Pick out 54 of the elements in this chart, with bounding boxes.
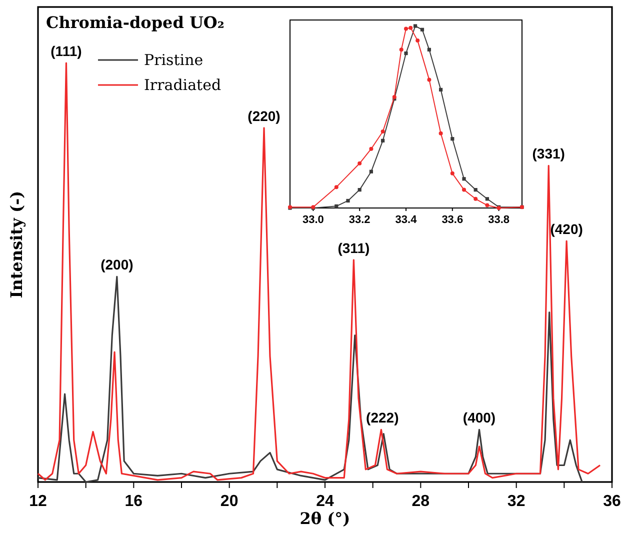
x-tick-label: 33.0 — [302, 214, 324, 226]
annotation: (400) — [462, 410, 496, 426]
annotation: (222) — [366, 410, 399, 426]
point — [369, 170, 373, 174]
chart-title: Chromia-doped UO₂ — [46, 13, 224, 32]
legend-label: Pristine — [144, 51, 204, 69]
point — [358, 161, 362, 166]
annotation: (220) — [248, 108, 280, 124]
annotation: (420) — [550, 221, 583, 238]
point — [334, 185, 338, 190]
point — [485, 203, 490, 208]
point — [439, 88, 443, 92]
x-axis-title: 2θ (°) — [300, 509, 350, 528]
x-tick-label: 33.2 — [348, 214, 370, 226]
point — [408, 26, 413, 30]
point — [334, 204, 338, 208]
x-tick-label: 24 — [316, 493, 334, 510]
point — [380, 130, 385, 134]
point — [399, 48, 404, 52]
x-tick-label: 33.6 — [442, 214, 464, 226]
point — [474, 196, 478, 201]
point — [427, 78, 432, 82]
point — [474, 188, 478, 192]
point — [462, 188, 466, 192]
y-axis-title: Intensity (-) — [7, 190, 26, 298]
x-tick-label: 28 — [412, 493, 430, 510]
x-tick-label: 12 — [29, 493, 47, 510]
x-tick-label: 33.8 — [488, 214, 510, 226]
point — [369, 146, 374, 151]
point — [392, 94, 396, 99]
point — [413, 24, 418, 28]
annotation: (331) — [532, 146, 565, 162]
point — [450, 137, 454, 141]
annotation: (311) — [338, 240, 370, 256]
legend-label: Irradiated — [144, 76, 222, 94]
point — [381, 138, 385, 142]
point — [438, 131, 443, 136]
point — [450, 171, 454, 176]
point — [485, 197, 489, 201]
x-tick-label: 16 — [124, 493, 143, 510]
x-tick-label: 32 — [507, 493, 526, 510]
point — [404, 52, 408, 56]
point — [427, 48, 431, 52]
point — [462, 177, 466, 181]
x-tick-label: 20 — [220, 493, 238, 510]
annotation: (111) — [50, 43, 82, 59]
x-tick-label: 33.4 — [395, 214, 418, 226]
x-tick-label: 36 — [603, 493, 621, 510]
point — [404, 26, 408, 31]
point — [420, 28, 424, 32]
point — [358, 188, 362, 192]
point — [346, 198, 350, 203]
point — [416, 38, 420, 43]
annotation: (200) — [100, 256, 134, 273]
